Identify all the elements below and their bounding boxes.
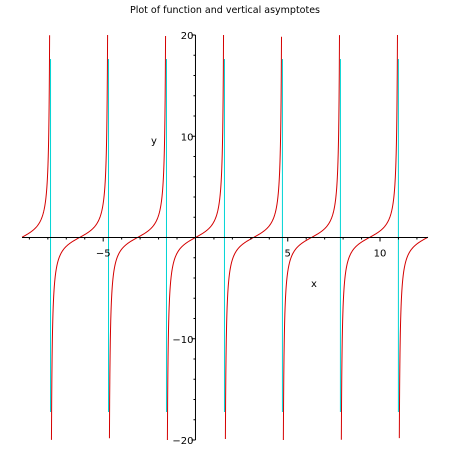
tick-marks <box>28 34 418 441</box>
function-curve-branch <box>21 35 51 238</box>
asymptote-lines <box>50 59 399 412</box>
axes <box>22 35 428 440</box>
x-tick-label: −5 <box>96 249 111 260</box>
function-curve-branch <box>398 236 429 439</box>
y-tick-label: 10 <box>181 132 194 143</box>
x-axis-label: x <box>311 279 317 290</box>
tick-labels: −5 5 10 −20 −10 10 20 <box>96 31 387 447</box>
y-tick-label: 20 <box>181 31 194 42</box>
chart-title: Plot of function and vertical asymptotes <box>130 5 320 16</box>
x-tick-label: 10 <box>374 249 387 260</box>
y-tick-label: −20 <box>172 436 193 447</box>
y-tick-label: −10 <box>172 335 193 346</box>
x-tick-label: 5 <box>285 249 291 260</box>
y-axis-label: y <box>151 136 157 147</box>
